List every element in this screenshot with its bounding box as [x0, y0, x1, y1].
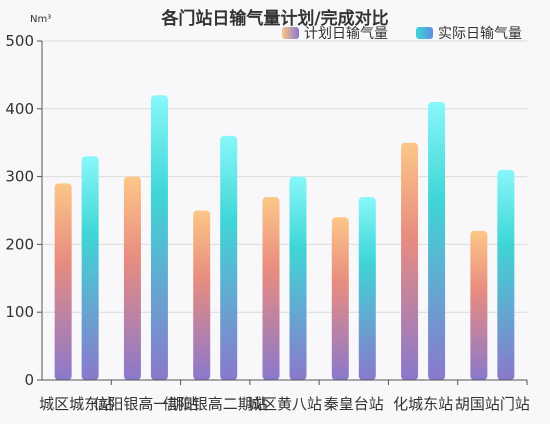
- x-tick-label: 秦皇台站: [324, 395, 384, 413]
- bar-actual[interactable]: [358, 196, 376, 380]
- legend-swatch-actual: [416, 27, 433, 39]
- bar-actual[interactable]: [497, 169, 515, 380]
- legend-label-plan: 计划日输气量: [304, 26, 388, 42]
- chart-title: 各门站日输气量计划/完成对比: [160, 8, 388, 29]
- bar-plan[interactable]: [262, 196, 280, 380]
- x-tick-label: 胡国站门站: [455, 395, 530, 413]
- x-tick-label: 信阳银高二期站: [163, 395, 268, 413]
- bar-plan[interactable]: [193, 210, 211, 381]
- x-tick-label: 城区城东站: [39, 395, 114, 413]
- bar-actual[interactable]: [220, 135, 238, 380]
- bar-plan[interactable]: [401, 142, 419, 380]
- x-tick-label: 化城东站: [393, 395, 453, 413]
- bar-actual[interactable]: [428, 102, 446, 381]
- y-tick-label: 400: [5, 100, 34, 118]
- legend: 计划日输气量 实际日输气量: [282, 26, 522, 42]
- bar-actual[interactable]: [81, 156, 99, 380]
- x-tick-label: 城区黄八站: [247, 395, 322, 413]
- grid-lines: [42, 40, 527, 313]
- bar-actual[interactable]: [289, 176, 307, 380]
- bar-plan[interactable]: [123, 176, 141, 380]
- legend-label-actual: 实际日输气量: [438, 26, 522, 42]
- legend-item-actual[interactable]: 实际日输气量: [416, 26, 522, 42]
- legend-swatch-plan: [282, 27, 299, 39]
- axes: 0 100 200 300 400 500 城区城东站信阳银高一期站信阳银高二期站城区黄八站…: [5, 32, 530, 413]
- y-tick-label: 200: [5, 235, 34, 253]
- bar-plan[interactable]: [331, 217, 349, 380]
- bar-plan[interactable]: [470, 230, 488, 380]
- x-tick-label: 信阳银高一期站: [93, 395, 198, 413]
- y-tick-label: 500: [5, 32, 34, 50]
- unit-label: Nm³: [30, 14, 51, 25]
- bars: [54, 95, 515, 381]
- bar-plan[interactable]: [54, 183, 72, 380]
- y-tick-label: 100: [5, 303, 34, 321]
- y-tick-label: 300: [5, 168, 34, 186]
- bar-actual[interactable]: [150, 95, 168, 381]
- y-tick-label: 0: [24, 371, 34, 389]
- legend-item-plan[interactable]: 计划日输气量: [282, 26, 388, 42]
